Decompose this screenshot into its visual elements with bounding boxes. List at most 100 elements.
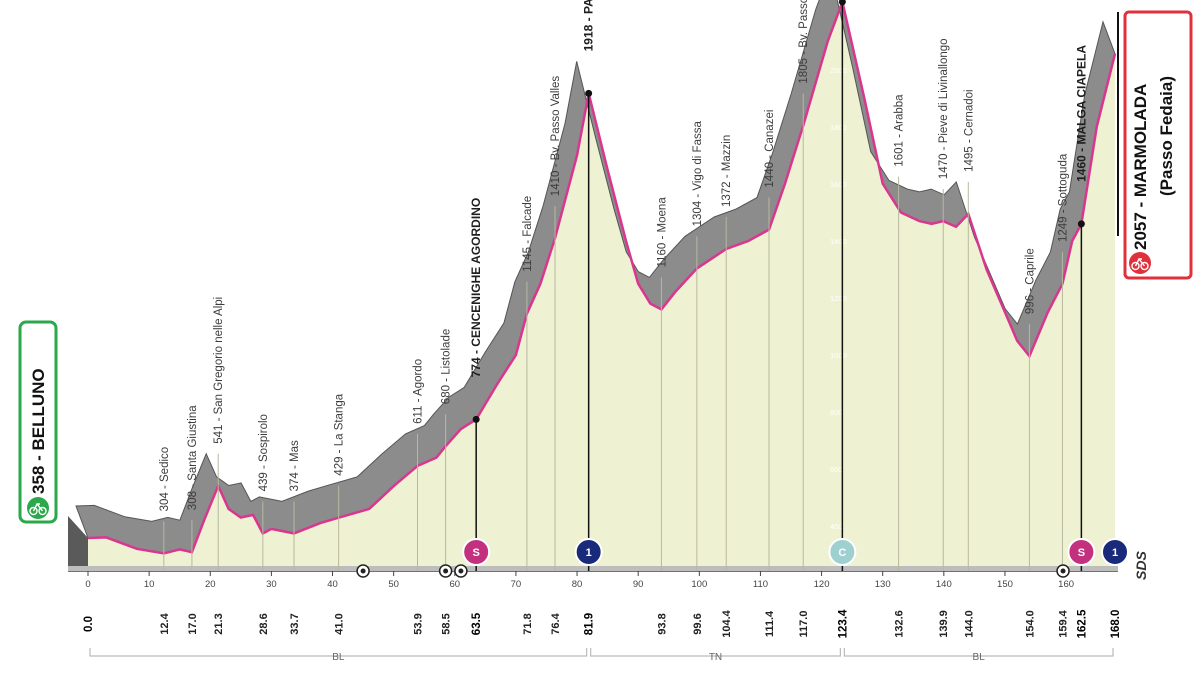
- waypoint: 439 - Sospirolo 28.6: [258, 414, 270, 635]
- waypoint-km: 168.0: [1110, 610, 1122, 639]
- waypoint-km: 71.8: [522, 613, 534, 634]
- svg-text:BL: BL: [332, 652, 345, 663]
- x-tick-label: 50: [388, 579, 399, 590]
- waypoint-label: 304 - Sedico: [159, 447, 171, 512]
- waypoint-km: 12.4: [159, 612, 171, 634]
- altitude-scale-label: 800: [830, 408, 843, 417]
- waypoint-km: 76.4: [550, 612, 562, 634]
- small-marker: [1056, 564, 1070, 578]
- waypoint-km: 63.5: [471, 612, 483, 635]
- small-marker: [356, 564, 370, 578]
- gpm-marker: 1: [574, 538, 603, 566]
- waypoint-label: 1470 - Pieve di Livinallongo: [938, 38, 950, 179]
- waypoint: 1160 - Moena 93.8: [656, 197, 668, 635]
- x-tick-label: 40: [327, 579, 338, 590]
- altitude-scale: 400 600 800 1000 1200 1400 1600 1800 2000: [830, 66, 847, 531]
- waypoint-km: 154.0: [1024, 610, 1036, 638]
- waypoint: 308 - Santa Giustina 17.0: [187, 405, 199, 635]
- waypoint-label: 611 - Agordo: [413, 359, 425, 424]
- waypoint: 304 - Sedico 12.4: [159, 447, 171, 635]
- waypoint-km: 33.7: [289, 613, 301, 634]
- altitude-scale-label: 1800: [830, 123, 847, 132]
- waypoint-label: 1495 - Cernadoi: [963, 89, 975, 171]
- waypoint-label: 1372 - Mazzin: [721, 135, 733, 207]
- waypoint-label: 1304 - Vigo di Fassa: [692, 121, 704, 227]
- svg-text:C: C: [838, 547, 846, 559]
- x-tick-label: 110: [753, 579, 768, 590]
- x-tick-label: 60: [449, 579, 460, 590]
- sds-logo: SDS: [1133, 551, 1149, 580]
- waypoint: 1460 - MALGA CIAPELA 162.5: [1074, 45, 1088, 639]
- waypoint-km: 53.9: [413, 613, 425, 634]
- waypoint-km: 99.6: [692, 613, 704, 634]
- waypoint: 374 - Mas 33.7: [289, 440, 301, 635]
- waypoint: 1440 - Canazei 111.4: [764, 110, 776, 638]
- x-tick-label: 80: [572, 579, 583, 590]
- waypoint: 429 - La Stanga 41.0: [334, 393, 346, 634]
- x-tick-label: 100: [691, 579, 707, 590]
- waypoint: 774 - CENCENIGHE AGORDINO 63.5: [469, 198, 483, 635]
- waypoint: 168.0: [1110, 610, 1122, 639]
- waypoint-km: 17.0: [187, 613, 199, 634]
- svg-text:TN: TN: [709, 652, 722, 663]
- x-tick-label: 160: [1058, 579, 1074, 590]
- waypoint: 611 - Agordo 53.9: [413, 359, 425, 635]
- x-tick-label: 120: [814, 579, 830, 590]
- svg-text:S: S: [473, 547, 480, 559]
- profile-ground-area: [88, 1, 1115, 571]
- profile-edge-line: [87, 0, 1117, 555]
- waypoint-km: 144.0: [963, 610, 975, 638]
- waypoint-km: 58.5: [441, 613, 453, 634]
- waypoint-km: 159.4: [1057, 609, 1069, 637]
- start-wedge: [68, 516, 88, 571]
- x-tick-label: 70: [511, 579, 522, 590]
- waypoint: 1410 - Bv. Passo Valles 76.4: [550, 76, 562, 635]
- waypoint-label: 1440 - Canazei: [764, 110, 776, 188]
- waypoint-km: 93.8: [656, 613, 668, 634]
- x-tick-label: 150: [997, 579, 1013, 590]
- x-tick-label: 130: [875, 579, 891, 590]
- altitude-scale-label: 1000: [830, 351, 847, 360]
- waypoint: 0.0: [83, 616, 95, 632]
- waypoint-label: 308 - Santa Giustina: [187, 405, 199, 510]
- bike-icon: [27, 497, 49, 519]
- waypoint-km: 132.6: [894, 610, 906, 638]
- waypoint: 1372 - Mazzin 104.4: [721, 135, 733, 638]
- waypoint-km: 81.9: [584, 613, 596, 635]
- svg-text:BL: BL: [973, 652, 986, 663]
- regions: BL TN BL: [89, 648, 1114, 663]
- waypoint: 1249 - Sottoguda 159.4: [1057, 153, 1069, 638]
- finish-sublabel: (Passo Fedaia): [1157, 76, 1176, 196]
- finish-sign: 2057 - MARMOLADA (Passo Fedaia): [1117, 10, 1193, 280]
- waypoint: 680 - Listolade 58.5: [441, 329, 453, 635]
- waypoint-label: 374 - Mas: [289, 440, 301, 491]
- waypoint-label: 1918 - PASSO SAN PELLEGRINO: [582, 0, 596, 51]
- waypoint-label: 429 - La Stanga: [334, 393, 346, 475]
- waypoint: 2239 - PASSO PORDOI123.4: [837, 0, 849, 638]
- waypoint-label: 439 - Sospirolo: [258, 414, 270, 491]
- x-tick-label: 0: [85, 579, 90, 590]
- waypoints: 0.0 304 - Sedico 12.4 308 - Santa Giustina 1…: [83, 0, 1122, 638]
- waypoint-km: 111.4: [764, 610, 776, 637]
- waypoint: 1470 - Pieve di Livinallongo 139.9: [938, 38, 950, 637]
- waypoint: 1918 - PASSO SAN PELLEGRINO 81.9: [582, 0, 596, 635]
- waypoint-label: 680 - Listolade: [441, 329, 453, 404]
- waypoint-label: 1805 - Bv. Passo Sella: [798, 0, 810, 84]
- region-bracket: BL: [843, 648, 1114, 663]
- gpm-marker: 1: [1101, 538, 1129, 566]
- waypoint-label: 541 - San Gregorio nelle Alpi: [213, 297, 225, 444]
- bike-icon: [1129, 252, 1151, 274]
- waypoint-label: 1160 - Moena: [656, 197, 668, 268]
- sprint-marker: S: [1067, 538, 1096, 566]
- x-tick-label: 10: [144, 579, 155, 590]
- x-tick-label: 90: [633, 579, 644, 590]
- cima-coppi-marker: C: [828, 538, 857, 566]
- waypoint: 996 - Caprile 154.0: [1024, 248, 1036, 638]
- x-tick-label: 30: [266, 579, 277, 590]
- waypoint: 1601 - Arabba 132.6: [894, 94, 906, 638]
- sprint-marker: S: [462, 538, 491, 566]
- waypoint: 541 - San Gregorio nelle Alpi 21.3: [213, 297, 225, 635]
- x-tick-label: 140: [936, 579, 952, 590]
- waypoint-km: 162.5: [1076, 609, 1088, 638]
